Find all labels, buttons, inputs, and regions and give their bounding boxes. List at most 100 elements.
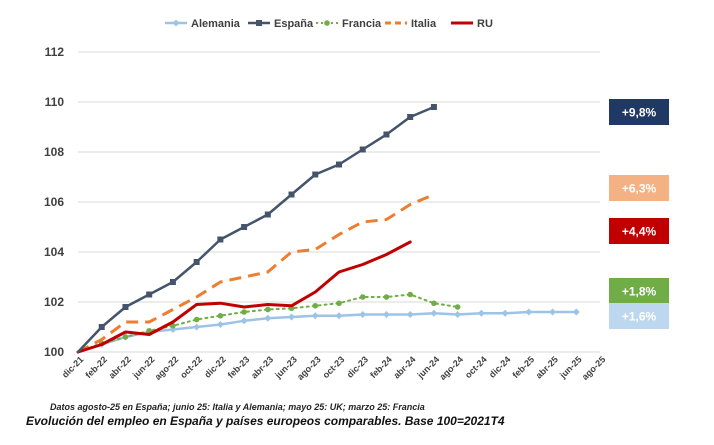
badge-box-alemania — [609, 303, 669, 329]
x-tick-label: jun-24 — [415, 354, 442, 381]
x-tick-label: ago-25 — [580, 354, 608, 382]
line-italia — [77, 193, 435, 354]
y-tick-label: 100 — [44, 345, 64, 359]
point-francia — [217, 312, 224, 319]
point-alemania — [477, 309, 485, 317]
point-espana — [312, 171, 319, 178]
legend-label-francia: Francia — [342, 18, 382, 30]
badge-box-ru — [609, 218, 669, 244]
point-espana — [122, 304, 129, 310]
point-francia — [359, 294, 366, 300]
badge-label-francia: +1,8% — [622, 285, 657, 299]
x-axis: dic-21feb-22abr-22jun-22ago-22oct-22dic-… — [60, 354, 607, 382]
point-alemania — [335, 312, 343, 320]
y-tick-label: 110 — [45, 95, 65, 109]
point-francia — [383, 294, 390, 300]
x-tick-label: oct-23 — [321, 354, 347, 380]
legend-item-alemania: Alemania — [165, 18, 241, 30]
point-alemania — [406, 311, 414, 318]
x-tick-label: oct-24 — [463, 354, 489, 380]
legend-label-espana: España — [274, 18, 314, 30]
x-tick-label: feb-25 — [510, 354, 536, 380]
point-francia — [454, 304, 461, 310]
point-francia — [122, 334, 129, 340]
line-alemania — [76, 310, 578, 354]
point-alemania — [193, 323, 201, 331]
badge-francia: +1,8% — [609, 278, 669, 304]
line-ru — [76, 240, 412, 354]
point-espana — [407, 114, 414, 120]
x-tick-label: dic-24 — [487, 354, 512, 379]
end-value-badges: +9,8% +6,3% +4,4% +1,8% +1,6% — [609, 99, 669, 329]
x-tick-label: jun-22 — [130, 354, 157, 381]
point-alemania — [240, 317, 248, 325]
legend-item-italia: Italia — [385, 18, 437, 30]
badge-box-italia — [609, 175, 669, 201]
x-tick-label: feb-24 — [368, 354, 394, 380]
legend-label-italia: Italia — [411, 18, 437, 30]
badge-label-italia: +6,3% — [622, 182, 657, 196]
point-alemania — [288, 313, 296, 321]
point-espana — [383, 131, 390, 138]
point-espana — [217, 236, 224, 243]
badge-label-espana: +9,8% — [622, 106, 657, 120]
badge-box-francia — [609, 278, 669, 304]
legend: Alemania España Francia Italia RU — [165, 18, 493, 30]
badge-italia: +6,3% — [609, 175, 669, 201]
series-italia — [77, 193, 435, 354]
legend-label-alemania: Alemania — [191, 18, 241, 30]
point-espana — [336, 161, 342, 168]
point-francia — [431, 300, 437, 307]
point-espana — [169, 279, 176, 285]
x-tick-label: ago-24 — [437, 354, 465, 382]
badge-ru: +4,4% — [609, 218, 669, 244]
point-espana — [359, 146, 366, 153]
series-lines — [76, 104, 580, 354]
point-francia — [241, 309, 247, 315]
x-tick-label: abr-25 — [534, 354, 560, 380]
gridlines — [78, 51, 600, 353]
y-tick-label: 112 — [45, 45, 65, 59]
point-espana — [241, 224, 248, 230]
x-tick-label: dic-22 — [202, 354, 227, 379]
point-alemania — [525, 308, 533, 316]
point-alemania — [572, 308, 580, 316]
x-tick-label: jun-23 — [272, 354, 299, 381]
point-espana — [264, 211, 271, 218]
point-alemania — [430, 309, 438, 317]
legend-item-ru: RU — [451, 18, 493, 30]
point-alemania — [264, 314, 272, 322]
x-tick-label: feb-23 — [226, 354, 252, 380]
legend-label-ru: RU — [477, 18, 493, 30]
x-tick-label: dic-23 — [345, 354, 370, 379]
point-espana — [146, 291, 153, 298]
y-tick-label: 106 — [44, 195, 64, 209]
point-alemania — [311, 312, 319, 320]
x-tick-label: ago-23 — [295, 354, 323, 382]
x-tick-label: abr-22 — [107, 354, 133, 380]
line-espana — [76, 105, 436, 354]
point-francia — [193, 316, 200, 323]
y-tick-label: 104 — [44, 245, 64, 259]
legend-marker — [172, 19, 180, 27]
point-alemania — [382, 311, 390, 318]
x-tick-label: abr-24 — [391, 354, 417, 380]
point-alemania — [216, 321, 224, 328]
series-espana — [76, 104, 437, 354]
x-tick-label: oct-22 — [178, 354, 204, 380]
point-francia — [336, 300, 342, 307]
point-alemania — [549, 308, 557, 316]
legend-marker — [256, 20, 262, 26]
point-francia — [265, 306, 271, 313]
point-espana — [430, 104, 437, 110]
badge-label-ru: +4,4% — [622, 225, 657, 239]
legend-marker — [324, 20, 330, 26]
x-tick-label: jun-25 — [557, 354, 584, 381]
y-axis: 100 102 104 106 108 110 112 — [44, 45, 64, 359]
point-francia — [312, 302, 319, 309]
point-espana — [193, 259, 200, 265]
badge-alemania: +1,6% — [609, 303, 669, 329]
x-tick-label: feb-22 — [83, 354, 109, 380]
chart-caption: Evolución del empleo en España y países … — [26, 414, 505, 428]
